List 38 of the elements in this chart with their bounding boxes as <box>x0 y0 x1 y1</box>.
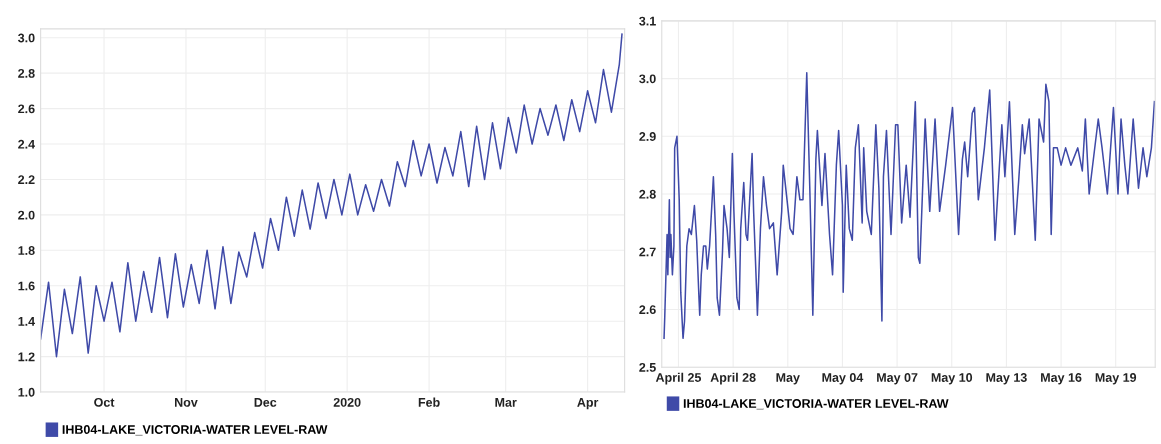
y-tick-label: 2.6 <box>639 305 656 315</box>
y-tick-label: 2.5 <box>639 362 656 372</box>
y-tick-label: 1.4 <box>18 317 36 326</box>
y-tick-label: 2.2 <box>18 175 35 184</box>
x-tick-label: Mar <box>495 398 517 407</box>
y-tick-label: 3.0 <box>17 33 35 43</box>
y-tick-label: 3.1 <box>639 16 656 26</box>
y-tick-label: 2.8 <box>639 189 656 199</box>
x-tick-label: Feb <box>418 397 440 407</box>
y-tick-label: 2.8 <box>18 68 35 78</box>
y-tick-label: 1.8 <box>18 246 35 255</box>
x-tick-label: April 28 <box>710 372 756 385</box>
x-tick-label: May 13 <box>986 373 1027 385</box>
x-tick-label: May 07 <box>877 373 918 385</box>
x-tick-label: Oct <box>94 397 115 407</box>
x-tick-label: May 10 <box>931 373 973 385</box>
x-tick-label: Nov <box>175 398 198 407</box>
y-tick-label: 2.0 <box>18 210 35 220</box>
x-tick-label: May <box>776 373 800 385</box>
y-tick-label: 2.9 <box>639 132 656 141</box>
x-tick-label: April 25 <box>655 372 702 385</box>
x-tick-label: May 19 <box>1095 373 1137 385</box>
y-tick-label: 3.0 <box>639 74 656 84</box>
x-tick-label: May 04 <box>822 373 864 385</box>
x-tick-label: May 16 <box>1041 373 1082 385</box>
x-tick-label: Apr <box>577 398 599 410</box>
legend-label: IHB04-LAKE_VICTORIA-WATER LEVEL-RAW <box>62 425 328 436</box>
x-tick-label: Dec <box>254 398 277 407</box>
y-tick-label: 1.2 <box>18 352 35 362</box>
y-tick-label: 2.6 <box>18 104 35 114</box>
line-series <box>40 33 623 358</box>
y-tick-label: 1.6 <box>18 281 35 291</box>
x-tick-label: 2020 <box>333 397 361 407</box>
y-tick-label: 2.4 <box>18 139 36 149</box>
legend-label: IHB04-LAKE_VICTORIA-WATER LEVEL-RAW <box>683 399 949 410</box>
line-series <box>663 72 1156 340</box>
y-tick-label: 2.7 <box>639 247 656 257</box>
y-tick-label: 1.0 <box>18 387 35 397</box>
